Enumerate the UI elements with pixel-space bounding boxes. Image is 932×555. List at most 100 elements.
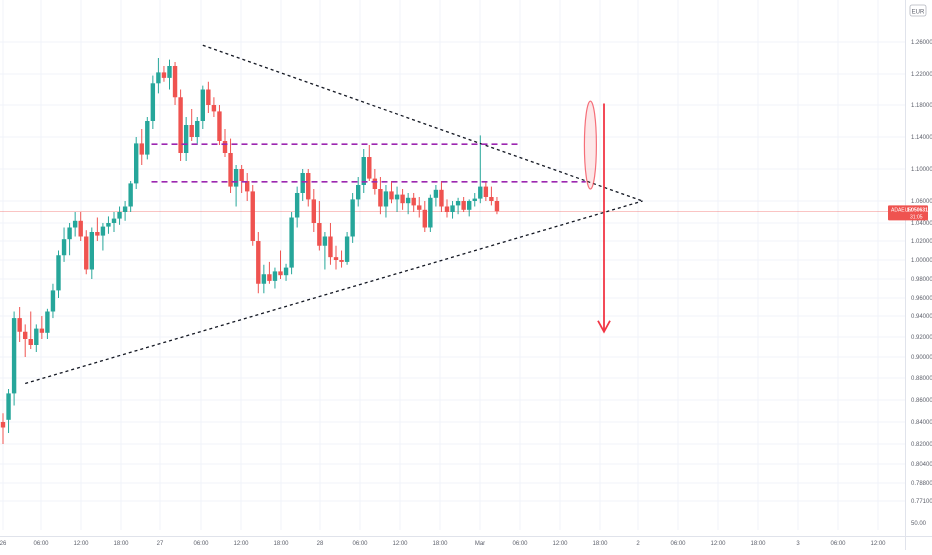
candle-body-down [239, 169, 244, 181]
candle-body-down [389, 191, 394, 200]
candle-body-down [372, 178, 378, 189]
candle-body-down [217, 111, 222, 141]
candle-body-up [156, 72, 161, 84]
candle-body-up [472, 198, 477, 201]
candle-body-up [45, 311, 50, 333]
candle-body-up [478, 186, 483, 199]
trendline-upper-resistance[interactable] [202, 44, 643, 202]
candle-body-down [206, 89, 211, 105]
candle-body-up [300, 173, 305, 193]
currency-box[interactable] [909, 4, 927, 17]
x-tick-label: 18:00 [592, 541, 608, 547]
projection-arrow-head[interactable] [597, 320, 611, 334]
candle-body-down [378, 189, 383, 207]
candle-body-down [95, 232, 100, 236]
x-tick-label: 18:00 [750, 541, 766, 547]
candle-body-down [267, 274, 272, 281]
candle-body-up [89, 232, 94, 270]
candle-body-up [350, 199, 355, 237]
candle-body-up [50, 290, 56, 312]
candle-body-up [67, 227, 72, 240]
candle-body-down [422, 209, 427, 228]
candle-body-down [311, 199, 316, 223]
candle-body-down [333, 257, 339, 260]
x-tick-label: 3 [796, 541, 800, 547]
candle-body-down [417, 205, 422, 210]
candle-body-up [433, 189, 439, 198]
candle-body-up [467, 201, 472, 210]
y-tick-label: 1.100000 [911, 167, 932, 173]
x-tick-label: 06:00 [193, 541, 209, 547]
candle-body-up [56, 255, 61, 291]
candle-body-down [23, 331, 28, 339]
candle-body-down [483, 186, 489, 197]
candle-body-down [494, 201, 500, 212]
candle-body-up [34, 328, 39, 345]
candle-body-up [344, 236, 350, 262]
x-tick-label: 26 [0, 541, 7, 547]
countdown-label: 31:05 [910, 214, 923, 220]
y-tick-label: 1.060000 [911, 199, 932, 205]
x-tick-label: 12:00 [710, 541, 726, 547]
x-tick-label: 12:00 [73, 541, 89, 547]
candle-body-down [178, 97, 183, 153]
x-tick-label: 06:00 [670, 541, 686, 547]
volume-scale-label: 50.00 [911, 521, 927, 527]
candle-body-down [367, 157, 372, 179]
candle-body-up [111, 218, 117, 223]
candle-body-up [356, 185, 361, 200]
last-price-label: 1.050631 [907, 207, 928, 213]
candle-body-down [278, 271, 283, 276]
candle-body-up [183, 125, 189, 153]
candle-body-up [233, 169, 239, 187]
x-tick-label: 18:00 [273, 541, 289, 547]
x-tick-label: 06:00 [830, 541, 846, 547]
candle-body-down [245, 181, 250, 192]
candle-body-up [145, 121, 150, 155]
candle-body-down [228, 153, 233, 187]
x-tick-label: 18:00 [432, 541, 448, 547]
candle-body-up [261, 274, 267, 284]
candle-body-down [444, 206, 450, 212]
trendline-lower-support[interactable] [25, 200, 643, 385]
candle-body-up [195, 121, 200, 137]
candle-body-down [84, 236, 89, 270]
x-tick-label: 12:00 [552, 541, 568, 547]
candle-body-down [328, 236, 333, 258]
drawings-layer [25, 44, 643, 385]
candle-body-up [11, 318, 17, 394]
y-tick-label: 1.040000 [911, 221, 932, 227]
candle-body-up [361, 157, 366, 185]
x-tick-label: 2 [636, 541, 640, 547]
candle-body-down [28, 339, 33, 345]
candle-body-up [383, 191, 389, 207]
x-tick-label: 06:00 [512, 541, 528, 547]
candle-body-up [200, 89, 205, 121]
candle-body-up [134, 143, 139, 184]
candle-body-down [189, 125, 194, 137]
candle-body-up [294, 193, 300, 218]
last-price-tag [888, 205, 928, 221]
candle-body-down [0, 422, 6, 428]
highlight-ellipse[interactable] [583, 100, 598, 190]
candle-body-up [455, 201, 461, 206]
y-tick-label: 1.260000 [911, 40, 932, 46]
candle-body-up [450, 205, 455, 212]
candle-body-down [411, 197, 416, 206]
candle-body-up [283, 267, 289, 276]
candle-body-down [439, 189, 444, 207]
candle-body-down [250, 191, 255, 241]
candles-layer [0, 58, 500, 444]
candle-body-down [161, 72, 167, 78]
